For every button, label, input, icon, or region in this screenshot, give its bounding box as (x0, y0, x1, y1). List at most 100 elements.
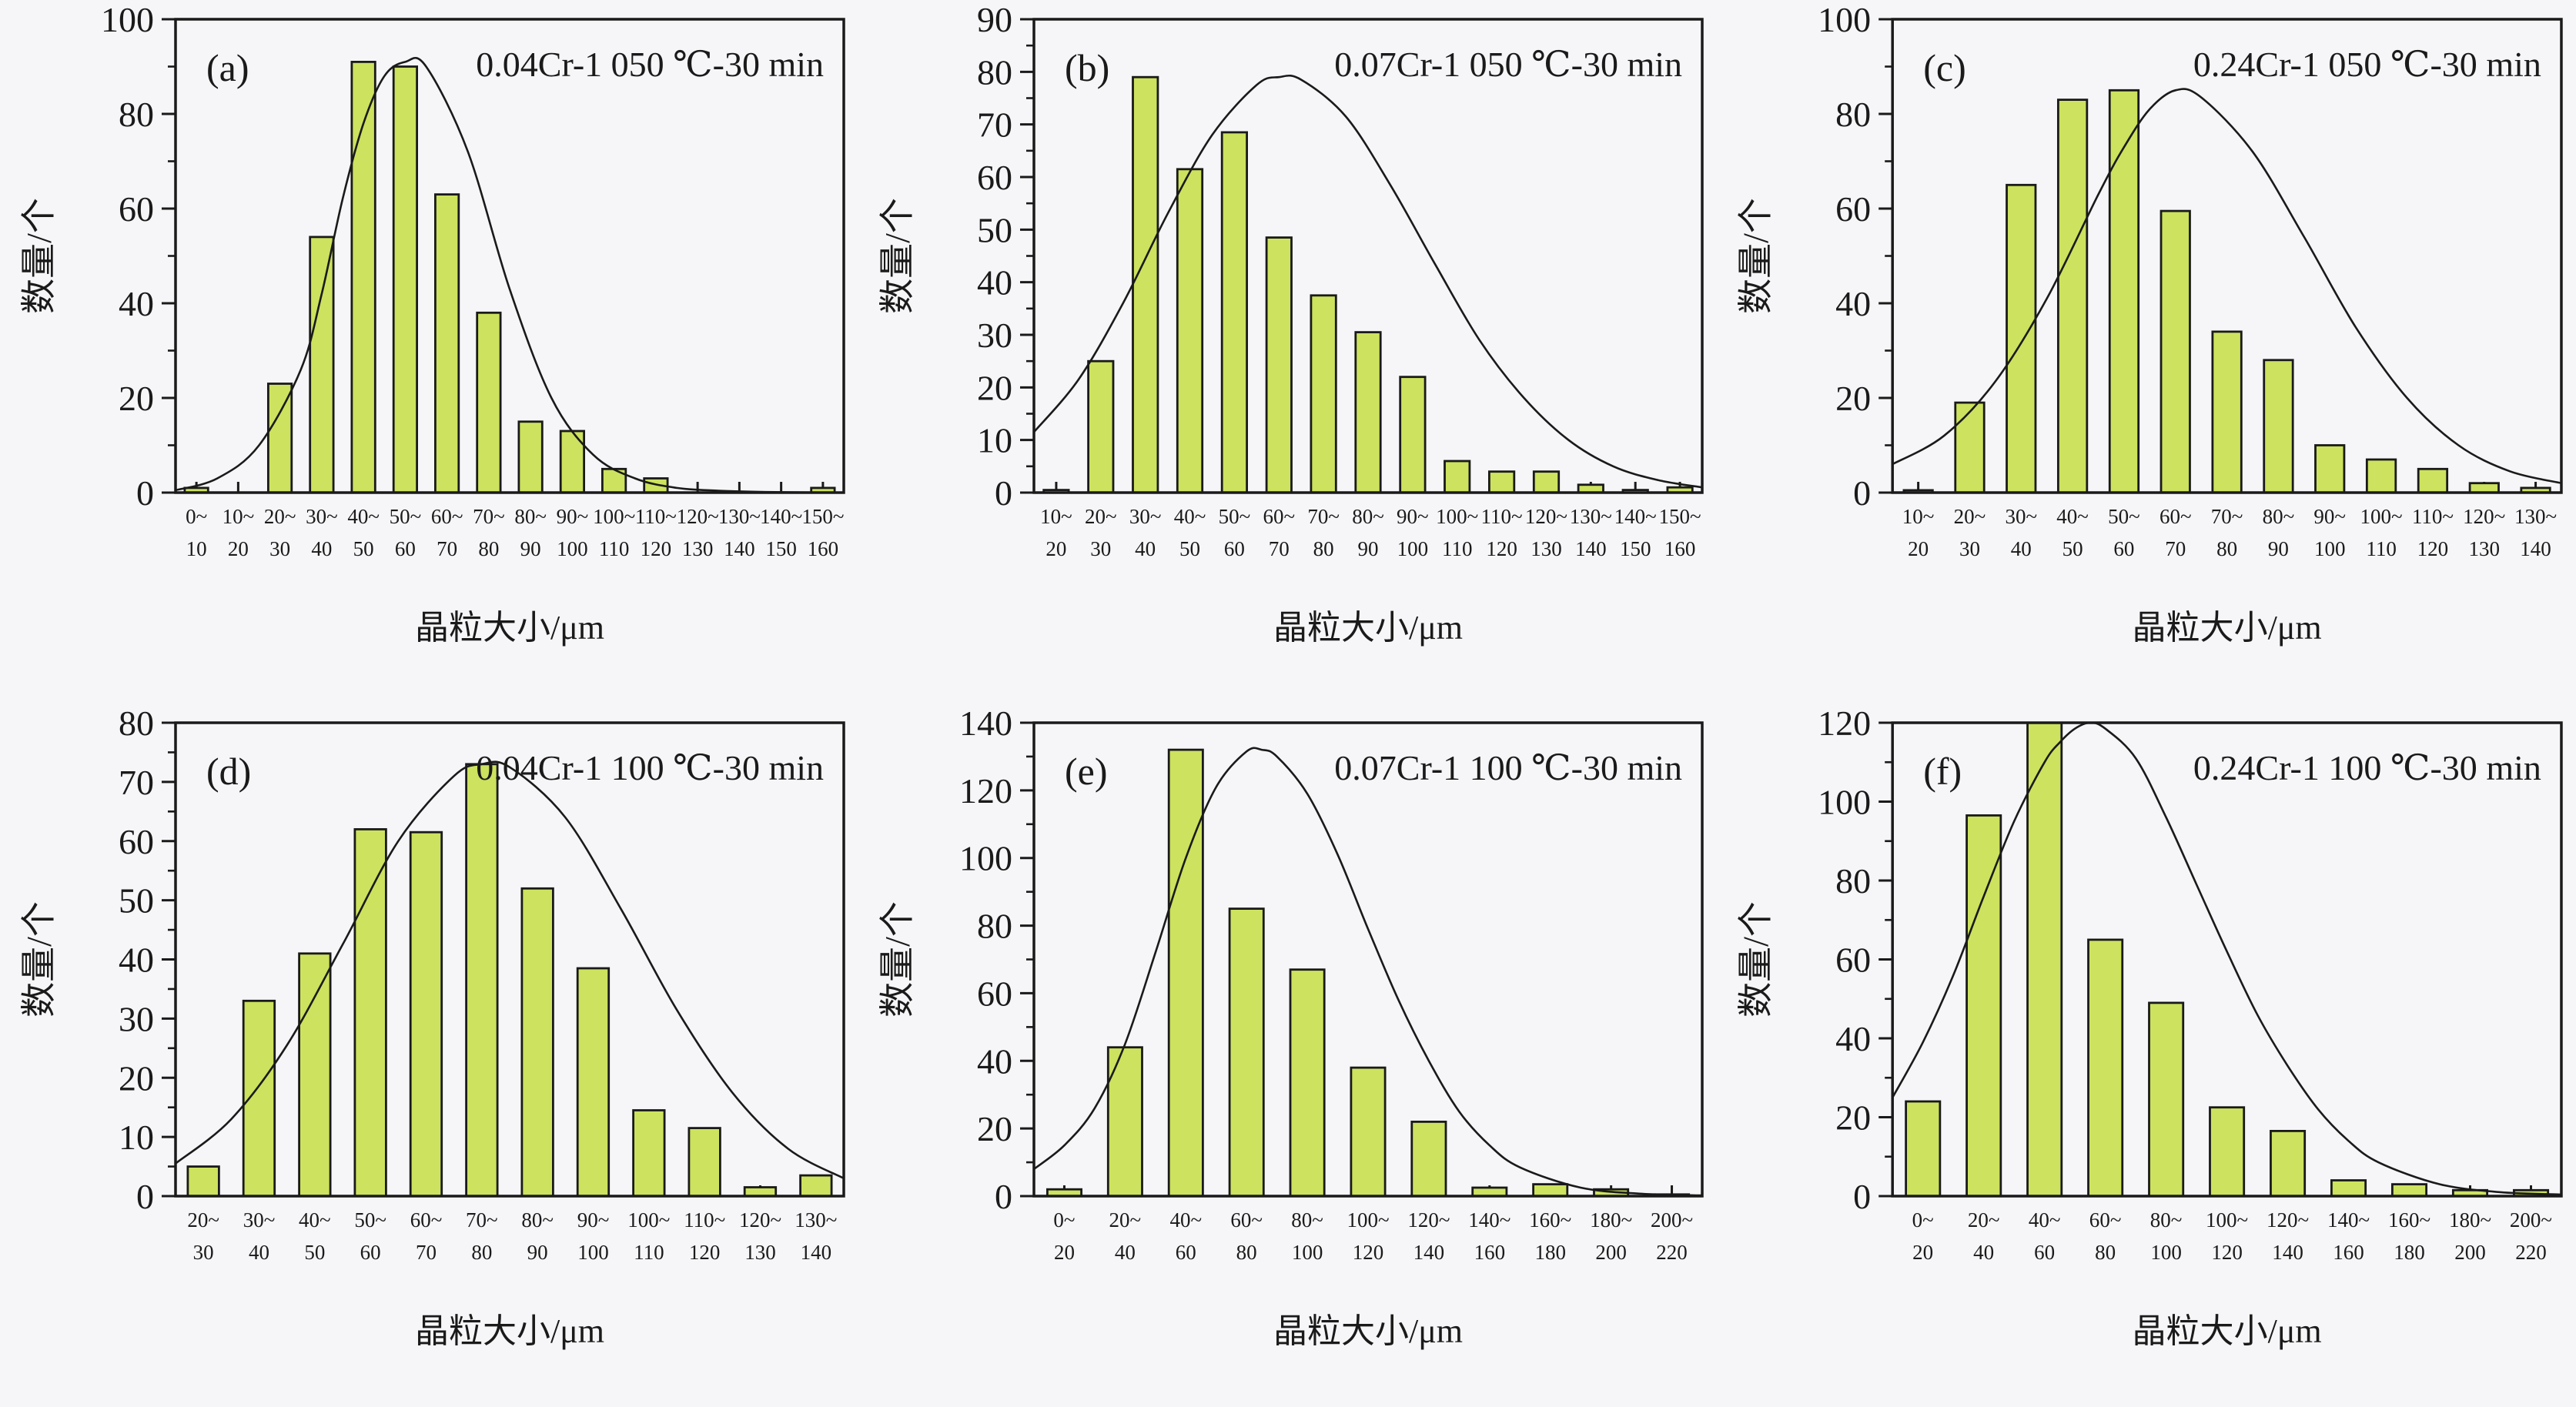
y-axis-title: 数量/个 (19, 901, 59, 1018)
x-category-label-bottom: 180 (1534, 1241, 1566, 1264)
fit-curve (1034, 747, 1702, 1196)
histogram-bar (576, 967, 611, 1198)
panel-d: 0 10 20 30 40 50 60 70 80 20~ 30 30~ 40 40~ 50 50~ 60 60~… (0, 704, 858, 1407)
x-category-label-top: 50~ (2108, 505, 2140, 528)
x-category-label-top: 100~ (2206, 1208, 2248, 1232)
panel-letter: (d) (206, 750, 251, 793)
x-category-label-bottom: 20 (1054, 1241, 1075, 1264)
x-category-label-bottom: 20 (1045, 537, 1066, 560)
x-category-label-bottom: 100 (557, 537, 588, 560)
x-category-label-top: 0~ (1912, 1208, 1934, 1232)
x-category-label-top: 90~ (2313, 505, 2346, 528)
y-axis-tick-label: 0 (1853, 473, 1871, 513)
x-category-label-bottom: 80 (2095, 1241, 2116, 1264)
histogram-bar (350, 61, 376, 494)
x-category-label-bottom: 130 (1531, 537, 1562, 560)
x-category-label-top: 120~ (2267, 1208, 2309, 1232)
histogram-bar (1167, 748, 1204, 1198)
histogram-bar (1965, 814, 2002, 1198)
x-category-label-top: 160~ (2388, 1208, 2430, 1232)
x-category-label-top: 30~ (306, 505, 338, 528)
x-category-label-top: 90~ (557, 505, 589, 528)
x-category-label-top: 200~ (2510, 1208, 2552, 1232)
y-axis-tick-label: 70 (119, 763, 154, 802)
x-category-label-bottom: 90 (520, 537, 541, 560)
histogram-bar (1954, 401, 1986, 494)
histogram-bar (2159, 209, 2191, 494)
panel-a: 0 20 40 60 80 100 0~ 10 10~ 20 20~ 30 30~ 40 40~ 50 50~ 6… (0, 0, 858, 704)
x-category-label-top: 140~ (2327, 1208, 2370, 1232)
x-category-label-bottom: 30 (193, 1241, 214, 1264)
x-category-label-bottom: 30 (1959, 537, 1980, 560)
y-axis-tick-label: 0 (995, 1177, 1012, 1216)
x-axis-title: 晶粒大小/μm (1273, 609, 1463, 647)
x-category-label-bottom: 60 (1224, 537, 1245, 560)
x-category-label-bottom: 60 (2113, 537, 2134, 560)
x-category-label-top: 10~ (1040, 505, 1072, 528)
histogram-bar (2270, 1130, 2307, 1198)
x-category-label-bottom: 120 (2417, 537, 2449, 560)
x-category-label-bottom: 40 (2011, 537, 2032, 560)
x-category-label-bottom: 100 (1397, 537, 1429, 560)
histogram-bar (1176, 168, 1204, 494)
x-category-label-bottom: 160 (808, 537, 839, 560)
fit-curve (1892, 88, 2561, 484)
x-category-label-bottom: 100 (577, 1241, 609, 1264)
y-axis-tick-label: 20 (977, 1109, 1012, 1148)
panel-title: 0.07Cr-1 100 ℃-30 min (1334, 748, 1682, 787)
x-category-label-bottom: 110 (634, 1241, 664, 1264)
x-category-label-top: 180~ (2449, 1208, 2491, 1232)
x-category-label-top: 20~ (1954, 505, 1986, 528)
panel-e-chart: 0 20 40 60 80 100 120 140 0~ 20 20~ 40 40~ 60 60~ 80 80~… (878, 704, 1704, 1350)
x-category-label-top: 70~ (2211, 505, 2243, 528)
x-category-label-bottom: 120 (2211, 1241, 2243, 1264)
x-category-label-top: 0~ (1053, 1208, 1075, 1232)
x-category-label-top: 100~ (1436, 505, 1478, 528)
histogram-bar (1350, 1066, 1387, 1198)
y-axis-tick-label: 80 (977, 52, 1012, 92)
y-axis-tick-label: 40 (977, 1041, 1012, 1081)
x-category-label-bottom: 130 (682, 537, 714, 560)
histogram-bar (1354, 331, 1382, 494)
y-axis-tick-label: 80 (1835, 95, 1871, 134)
x-category-label-bottom: 80 (1313, 537, 1334, 560)
x-category-label-bottom: 40 (1115, 1241, 1136, 1264)
x-category-label-top: 10~ (222, 505, 255, 528)
histogram-bar (1132, 75, 1159, 494)
x-category-label-top: 20~ (187, 1208, 219, 1232)
histogram-bar (2468, 482, 2500, 494)
panel-letter: (a) (206, 46, 249, 89)
x-category-label-top: 30~ (1129, 505, 1162, 528)
x-category-label-bottom: 70 (1269, 537, 1290, 560)
histogram-bar (1106, 1046, 1143, 1198)
x-category-label-bottom: 220 (2515, 1241, 2547, 1264)
x-category-label-bottom: 30 (269, 537, 290, 560)
histogram-bar (687, 1127, 721, 1198)
x-category-label-top: 40~ (1174, 505, 1206, 528)
y-axis-tick-label: 20 (1835, 379, 1871, 418)
plot-frame (1891, 721, 2563, 1198)
x-category-label-top: 130~ (1570, 505, 1612, 528)
x-axis-title: 晶粒大小/μm (2133, 1312, 2322, 1350)
x-category-label-top: 80~ (1291, 1208, 1323, 1232)
histogram-bar (309, 236, 335, 494)
histogram-bar (2263, 359, 2294, 494)
x-category-label-top: 40~ (2029, 1208, 2061, 1232)
x-category-label-top: 70~ (473, 505, 505, 528)
x-category-label-top: 90~ (577, 1208, 610, 1232)
x-category-label-bottom: 140 (1413, 1241, 1445, 1264)
y-axis-tick-label: 50 (119, 881, 154, 921)
x-category-label-bottom: 160 (2333, 1241, 2364, 1264)
histogram-bar (2148, 1001, 2185, 1198)
panel-title: 0.24Cr-1 100 ℃-30 min (2193, 748, 2541, 787)
x-category-label-bottom: 60 (1176, 1241, 1196, 1264)
x-category-label-bottom: 30 (1090, 537, 1111, 560)
x-category-label-bottom: 80 (2216, 537, 2237, 560)
x-category-label-bottom: 60 (2034, 1241, 2055, 1264)
x-category-label-top: 140~ (1468, 1208, 1510, 1232)
y-axis-tick-label: 100 (1818, 783, 1871, 822)
x-category-label-top: 180~ (1590, 1208, 1632, 1232)
panel-b-chart: 0 10 20 30 40 50 60 70 80 90 10~ 20 20~ 30 30~ 40 40~ 50 5… (878, 0, 1704, 647)
histogram-bar (1310, 294, 1337, 494)
x-category-label-top: 130~ (795, 1208, 837, 1232)
